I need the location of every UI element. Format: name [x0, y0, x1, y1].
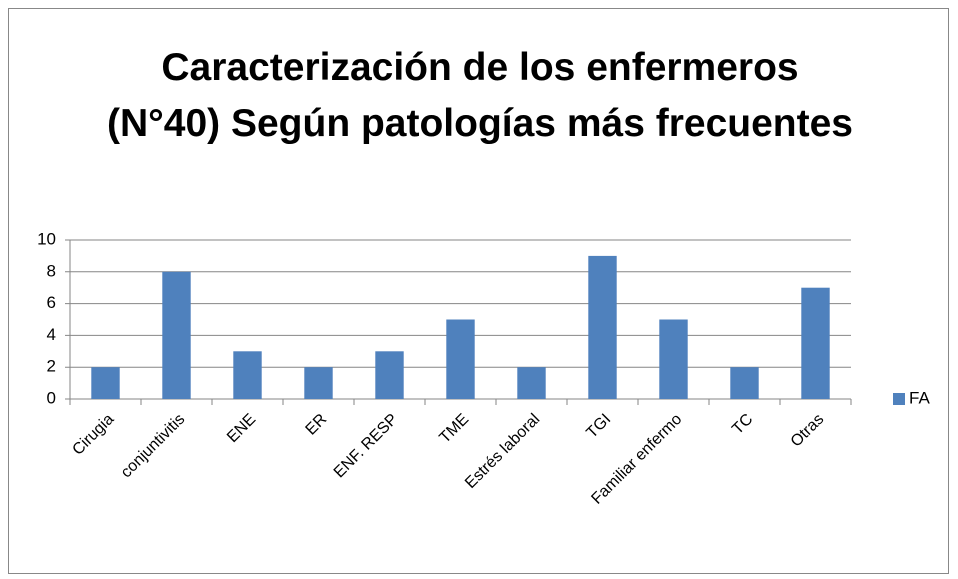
- bar: [801, 287, 830, 399]
- legend-label: FA: [909, 388, 930, 407]
- bar: [659, 319, 688, 399]
- bar: [730, 367, 759, 399]
- bar: [233, 351, 262, 399]
- bar: [91, 367, 120, 399]
- bar: [588, 255, 617, 399]
- bar: [517, 367, 546, 399]
- x-tick-label: Otras: [788, 411, 828, 451]
- x-tick-label: TGI: [583, 411, 614, 442]
- x-tick-label: ER: [303, 411, 331, 439]
- x-tick-label: ENE: [224, 411, 259, 446]
- x-tick-label: TC: [729, 411, 756, 438]
- y-tick-label: 6: [47, 293, 56, 312]
- bar: [446, 319, 475, 399]
- y-tick-label: 4: [47, 325, 56, 344]
- y-tick-label: 10: [37, 229, 56, 248]
- x-tick-label: ENF. RESP: [331, 411, 402, 482]
- bar: [304, 367, 333, 399]
- x-tick-label: conjuntivitis: [118, 411, 189, 482]
- y-tick-label: 0: [47, 388, 56, 407]
- legend-swatch: [893, 393, 905, 405]
- bar: [375, 351, 404, 399]
- x-tick-label: Cirugia: [69, 411, 117, 459]
- y-tick-label: 8: [47, 261, 56, 280]
- x-tick-label: TME: [436, 411, 472, 447]
- chart-title: Caracterización de los enfermeros (N°40)…: [107, 46, 853, 145]
- bar: [162, 271, 191, 399]
- chart-border: [8, 8, 949, 574]
- y-tick-label: 2: [47, 357, 56, 376]
- x-tick-label: Estrés laboral: [462, 411, 543, 492]
